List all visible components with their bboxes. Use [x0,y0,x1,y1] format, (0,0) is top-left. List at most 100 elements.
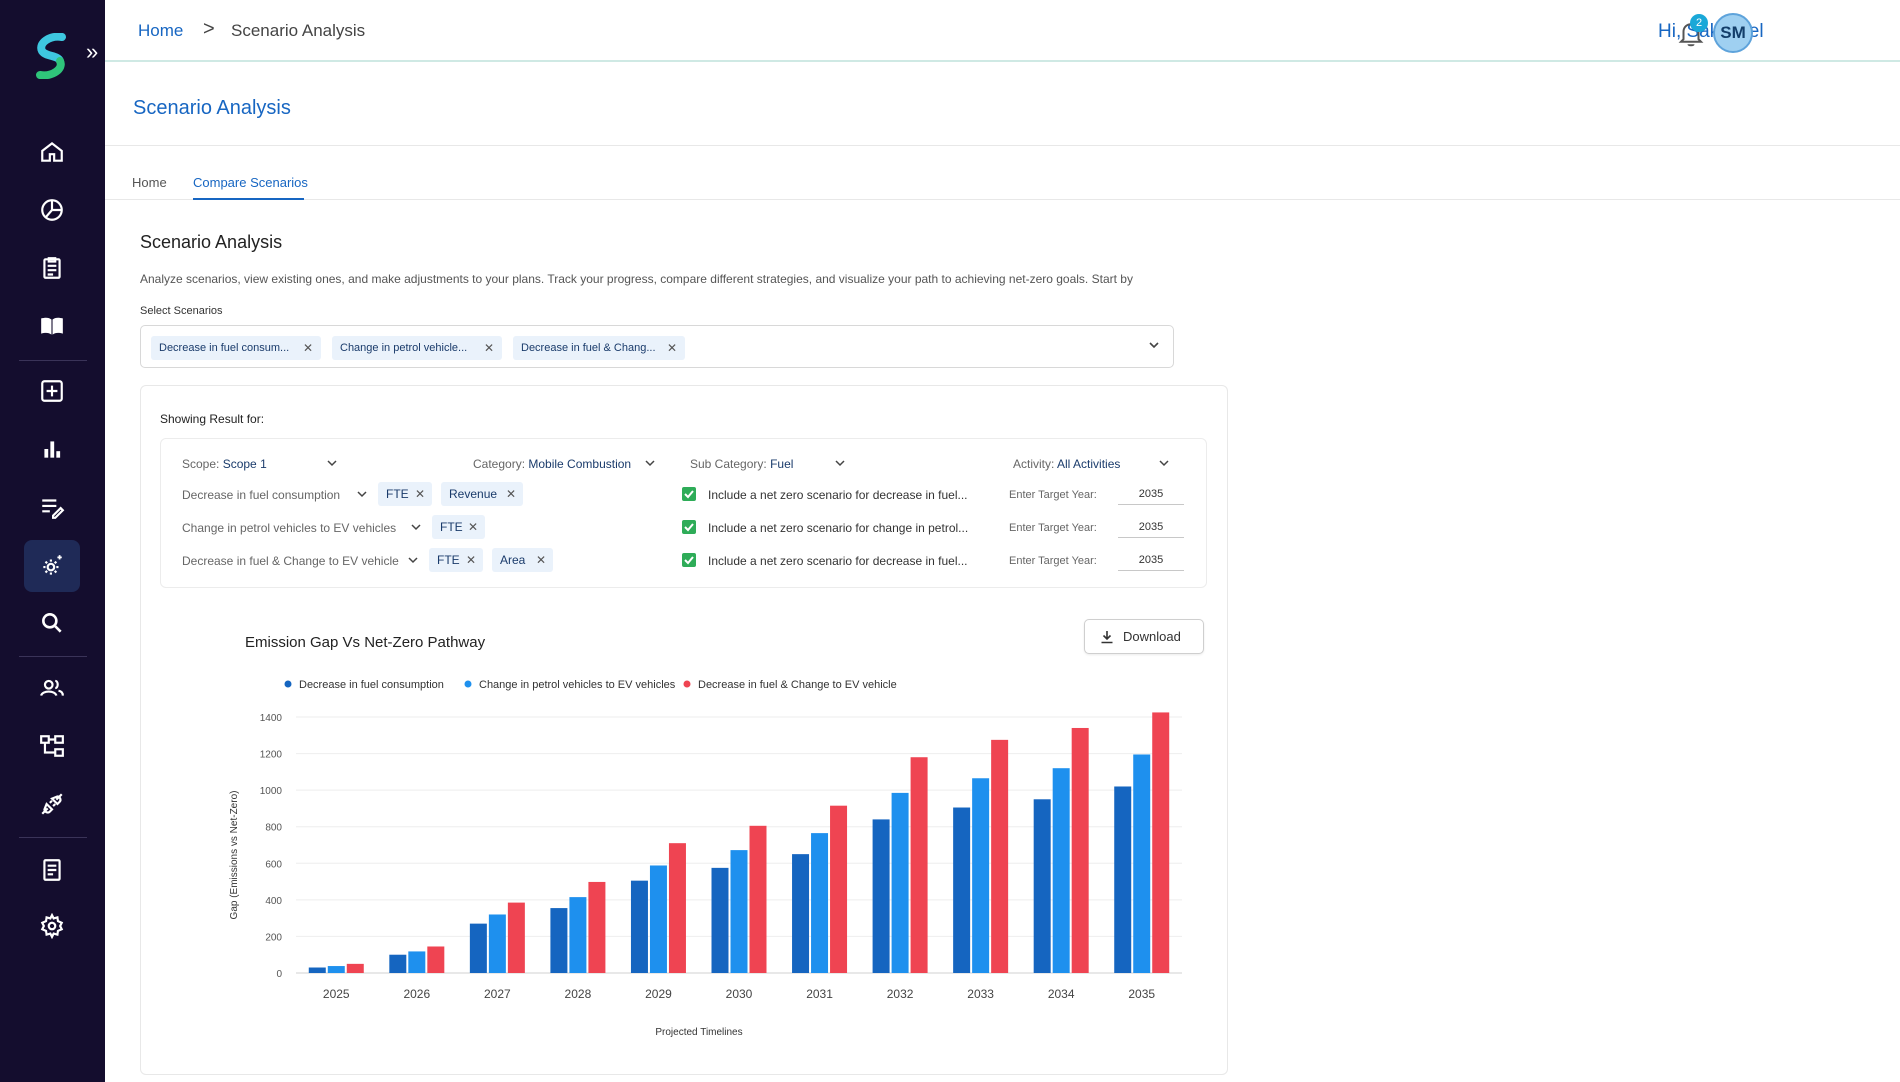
nav-search-icon[interactable] [24,597,80,649]
remove-chip-icon[interactable]: ✕ [666,341,677,355]
x-tick-label: 2034 [1048,987,1075,1001]
expand-sidebar-icon[interactable]: » [86,39,99,64]
net-zero-checkbox-label: Include a net zero scenario for change i… [708,521,969,535]
y-tick-label: 1400 [260,713,283,724]
scenario-multiselect[interactable]: Decrease in fuel consum... ✕ Change in pe… [140,325,1174,368]
remove-tag-icon[interactable]: ✕ [414,487,425,501]
bar [910,757,928,973]
scenario-row-label[interactable]: Decrease in fuel consumption [182,488,341,502]
remove-tag-icon[interactable]: ✕ [505,487,516,501]
bar [953,807,971,973]
tab-home[interactable]: Home [132,175,167,190]
target-year-label: Enter Target Year: [1009,555,1097,567]
legend-label: Decrease in fuel & Change to EV vehicle [698,679,897,691]
x-tick-label: 2028 [565,987,592,1001]
metric-tag[interactable]: Revenue ✕ [441,482,523,506]
scenario-chip[interactable]: Change in petrol vehicle... ✕ [332,336,502,360]
nav-home-icon[interactable] [24,126,80,178]
chevron-down-icon[interactable] [407,554,419,566]
nav-dashboard-icon[interactable] [24,184,80,236]
net-zero-checkbox[interactable] [682,520,696,534]
metric-tag[interactable]: Area ✕ [492,548,553,572]
remove-chip-icon[interactable]: ✕ [302,341,313,355]
y-tick-label: 0 [276,969,282,980]
sidebar: » [0,0,105,1082]
bar [427,946,445,973]
nav-gear-icon[interactable] [24,900,80,952]
scenario-chip[interactable]: Decrease in fuel consum... ✕ [151,336,321,360]
remove-tag-icon[interactable]: ✕ [465,553,476,567]
breadcrumb-current: Scenario Analysis [231,21,366,40]
y-tick-label: 800 [265,823,282,834]
bar [830,805,848,973]
section-description: Analyze scenarios, view existing ones, a… [140,272,1133,286]
chevron-down-icon[interactable] [410,521,422,533]
chevron-down-icon[interactable] [1147,338,1161,352]
subcategory-dropdown[interactable]: Sub Category: Fuel [690,457,793,471]
download-button[interactable]: Download [1084,619,1204,654]
target-year-input[interactable] [1118,483,1184,505]
net-zero-checkbox[interactable] [682,487,696,501]
avatar[interactable]: SM [1713,13,1753,53]
chevron-down-icon[interactable] [1158,457,1170,469]
bar [488,914,506,973]
bar [1152,712,1170,973]
y-tick-label: 1000 [260,786,283,797]
chip-label: Decrease in fuel consum... [159,342,290,354]
target-year-input[interactable] [1118,516,1184,538]
chevron-down-icon[interactable] [834,457,846,469]
metric-tag[interactable]: FTE ✕ [432,515,485,539]
chevron-down-icon[interactable] [356,488,368,500]
nav-connect-icon[interactable] [24,778,80,830]
nav-users-icon[interactable] [24,662,80,714]
bar [308,967,326,973]
nav-divider [19,656,87,657]
nav-settings-sparkle-icon[interactable] [24,540,80,592]
bar [811,833,829,973]
remove-chip-icon[interactable]: ✕ [483,341,494,355]
net-zero-checkbox-label: Include a net zero scenario for decrease… [708,554,968,568]
bar [872,819,890,973]
remove-tag-icon[interactable]: ✕ [467,520,478,534]
scenario-row-label[interactable]: Change in petrol vehicles to EV vehicles [182,521,397,535]
activity-dropdown[interactable]: Activity: All Activities [1013,457,1120,471]
legend-marker [683,680,691,688]
activity-label: Activity: [1013,457,1055,471]
tag-label: FTE [437,553,460,567]
nav-divider [19,837,87,838]
scenario-chip[interactable]: Decrease in fuel & Chang... ✕ [513,336,685,360]
metric-tag[interactable]: FTE ✕ [429,548,483,572]
category-value: Mobile Combustion [528,457,632,471]
nav-clipboard-icon[interactable] [24,242,80,294]
nav-bar-chart-icon[interactable] [24,423,80,475]
nav-edit-list-icon[interactable] [24,481,80,533]
chart-title: Emission Gap Vs Net-Zero Pathway [245,634,486,651]
remove-tag-icon[interactable]: ✕ [535,553,546,567]
tab-compare-scenarios[interactable]: Compare Scenarios [193,175,308,190]
net-zero-checkbox[interactable] [682,553,696,567]
bar [327,966,345,973]
scope-dropdown[interactable]: Scope: Scope 1 [182,457,267,471]
category-dropdown[interactable]: Category: Mobile Combustion [473,457,631,471]
nav-hierarchy-icon[interactable] [24,720,80,772]
chevron-down-icon[interactable] [326,457,338,469]
chip-label: Decrease in fuel & Chang... [521,342,656,354]
breadcrumb-separator: > [203,18,215,40]
y-tick-label: 400 [265,896,282,907]
category-label: Category: [473,457,526,471]
y-tick-label: 200 [265,932,282,943]
x-tick-label: 2031 [806,987,833,1001]
chevron-down-icon[interactable] [644,457,656,469]
breadcrumb-home[interactable]: Home [138,21,184,40]
nav-document-icon[interactable] [24,844,80,896]
metric-tag[interactable]: FTE ✕ [378,482,432,506]
subcategory-value: Fuel [770,457,794,471]
bar [792,854,810,973]
nav-book-icon[interactable] [24,300,80,352]
app-logo-icon[interactable] [32,33,72,79]
nav-add-box-icon[interactable] [24,365,80,417]
scenario-row-label[interactable]: Decrease in fuel & Change to EV vehicle [182,554,399,568]
bar [991,739,1009,973]
net-zero-checkbox-label: Include a net zero scenario for decrease… [708,488,968,502]
target-year-input[interactable] [1118,549,1184,571]
